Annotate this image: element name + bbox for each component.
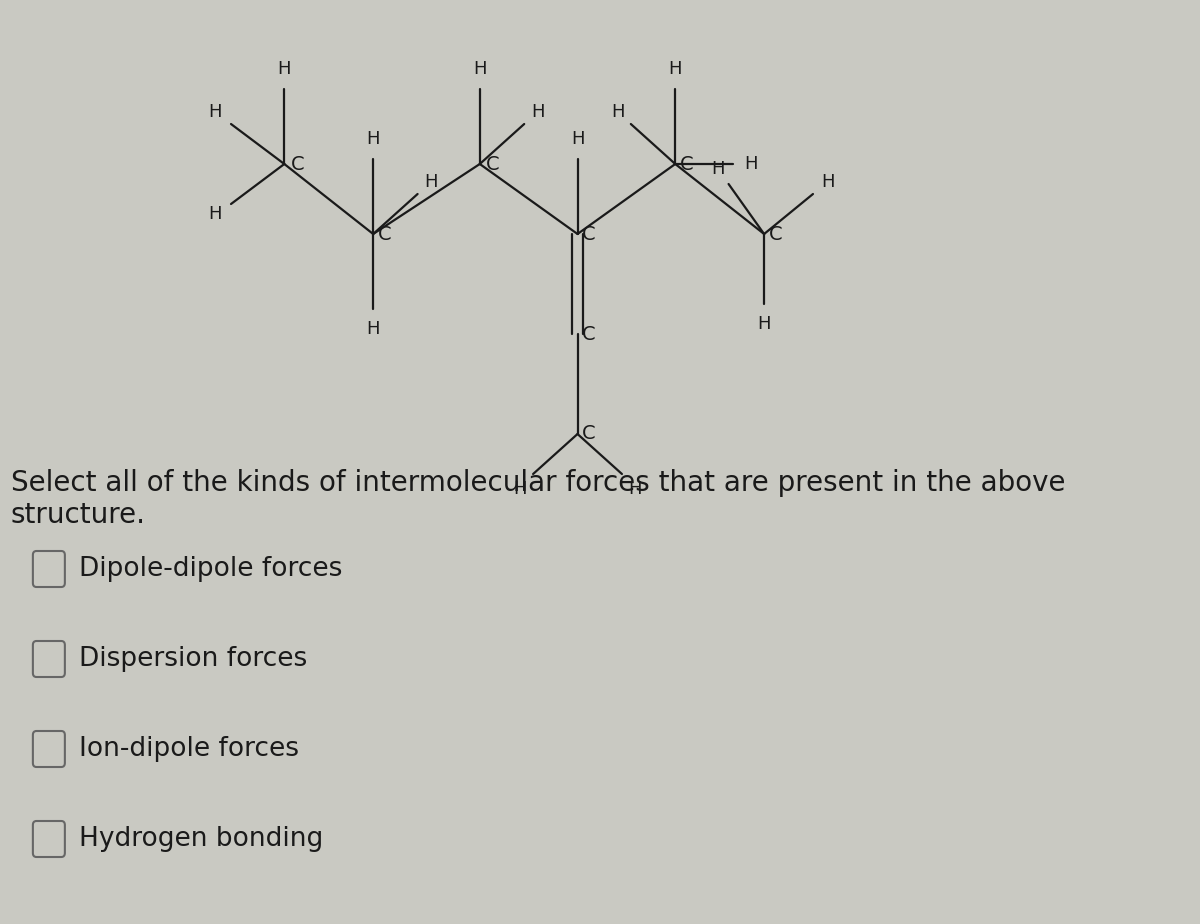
Text: H: H	[757, 315, 770, 333]
Text: H: H	[744, 155, 757, 173]
Text: H: H	[209, 205, 222, 223]
Text: C: C	[582, 225, 596, 244]
Text: H: H	[366, 320, 380, 338]
Text: H: H	[277, 60, 292, 78]
Text: Ion-dipole forces: Ion-dipole forces	[79, 736, 299, 762]
Text: H: H	[473, 60, 486, 78]
Text: H: H	[571, 130, 584, 148]
Text: H: H	[611, 103, 624, 121]
Text: H: H	[424, 173, 438, 191]
Text: H: H	[712, 160, 725, 178]
Text: C: C	[582, 324, 596, 344]
Text: C: C	[290, 154, 305, 174]
Text: H: H	[209, 103, 222, 121]
Text: H: H	[668, 60, 682, 78]
Text: C: C	[378, 225, 391, 244]
Text: Hydrogen bonding: Hydrogen bonding	[79, 826, 323, 852]
Text: C: C	[680, 154, 694, 174]
Text: H: H	[366, 130, 380, 148]
Text: Dipole-dipole forces: Dipole-dipole forces	[79, 556, 342, 582]
Text: H: H	[821, 173, 835, 191]
Text: H: H	[629, 480, 642, 498]
Text: Dispersion forces: Dispersion forces	[79, 646, 307, 672]
Text: C: C	[486, 154, 500, 174]
Text: H: H	[530, 103, 545, 121]
Text: C: C	[769, 225, 782, 244]
Text: Select all of the kinds of intermolecular forces that are present in the above
s: Select all of the kinds of intermolecula…	[11, 469, 1066, 529]
Text: H: H	[514, 480, 527, 498]
Text: C: C	[582, 424, 596, 444]
